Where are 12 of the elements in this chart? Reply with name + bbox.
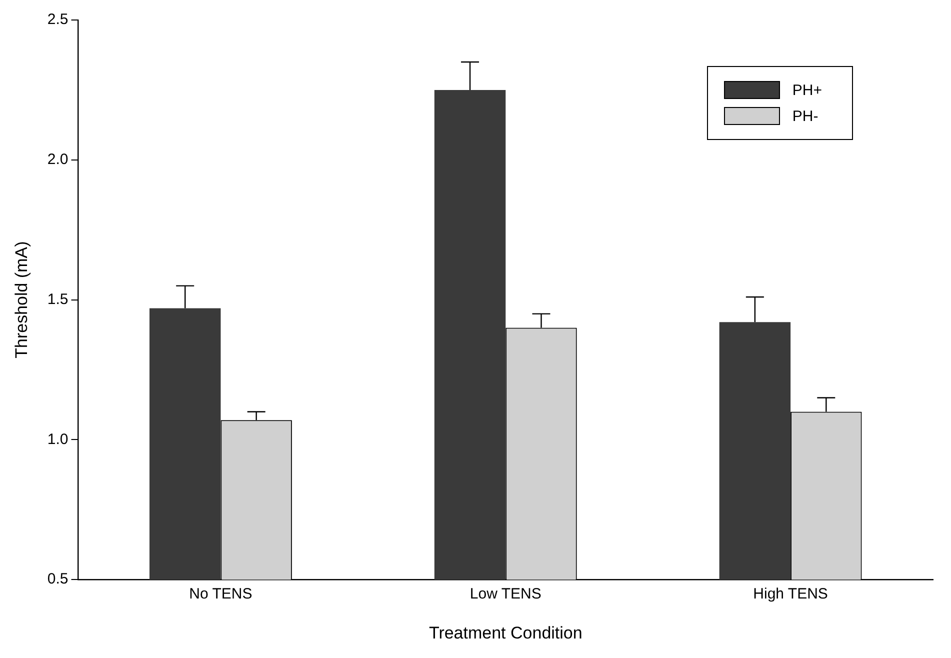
y-tick-label: 0.5	[47, 570, 68, 588]
legend-label: PH-	[792, 108, 818, 124]
x-tick-label: Low TENS	[470, 586, 542, 603]
x-tick-label: No TENS	[189, 586, 252, 603]
y-axis-title: Threshold (mA)	[12, 241, 31, 358]
y-tick-label: 2.5	[47, 11, 68, 28]
legend-label: PH+	[792, 82, 822, 98]
y-tick-label: 2.0	[47, 151, 68, 168]
y-tick-label: 1.5	[47, 290, 68, 308]
x-tick-label: High TENS	[753, 586, 828, 603]
y-tick-label: 1.0	[47, 430, 68, 448]
x-axis-title: Treatment Condition	[428, 623, 582, 642]
